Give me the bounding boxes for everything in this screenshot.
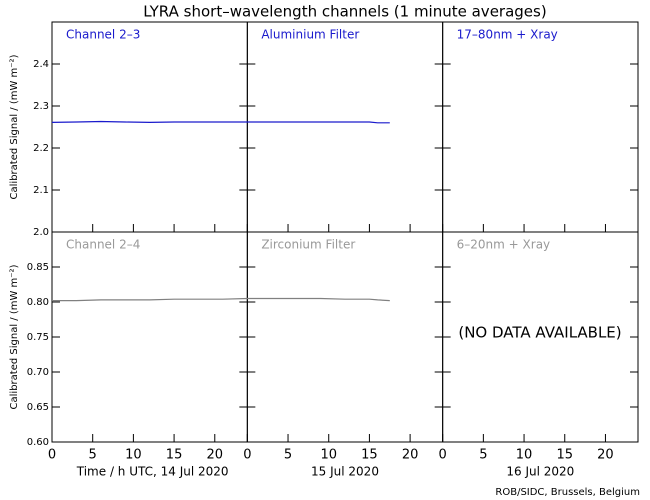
panel-frame — [51, 21, 248, 233]
chart-title: LYRA short–wavelength channels (1 minute… — [143, 3, 546, 21]
x-axis-label: Time / h UTC, 14 Jul 2020 — [76, 465, 229, 479]
x-tick-label: 15 — [556, 448, 573, 463]
panel-label: Channel 2–3 — [66, 28, 140, 42]
y-axis-label: Calibrated Signal / (mW m⁻²) — [9, 54, 20, 199]
panel-frame — [442, 21, 639, 233]
x-tick-label: 0 — [243, 448, 251, 463]
x-tick-label: 5 — [284, 448, 292, 463]
x-tick-label: 15 — [166, 448, 183, 463]
x-tick-label: 20 — [207, 448, 224, 463]
footer: ROB/SIDC, Brussels, Belgium — [495, 487, 640, 498]
x-tick-label: 10 — [320, 448, 337, 463]
y-tick-label: 0.85 — [27, 262, 49, 273]
panel-label: Channel 2–4 — [66, 238, 140, 252]
panel-label: Aluminium Filter — [261, 28, 359, 42]
panel-frame — [246, 21, 444, 233]
x-tick-label: 15 — [361, 448, 378, 463]
x-tick-label: 5 — [479, 448, 487, 463]
x-tick-label: 0 — [439, 448, 447, 463]
y-tick-label: 2.4 — [33, 59, 49, 70]
y-axis-label: Calibrated Signal / (mW m⁻²) — [9, 264, 20, 409]
y-tick-label: 0.65 — [27, 402, 49, 413]
x-tick-label: 10 — [125, 448, 142, 463]
panel-label: 17–80nm + Xray — [457, 28, 558, 42]
x-tick-label: 0 — [48, 448, 56, 463]
annotation: (NO DATA AVAILABLE) — [458, 324, 621, 342]
x-axis-label: 16 Jul 2020 — [506, 465, 574, 479]
series-line — [52, 297, 390, 302]
panel-label: Zirconium Filter — [261, 238, 355, 252]
y-tick-label: 2.2 — [33, 143, 49, 154]
x-tick-label: 20 — [402, 448, 419, 463]
x-tick-label: 5 — [89, 448, 97, 463]
panel-label: 6–20nm + Xray — [457, 238, 550, 252]
y-tick-label: 2.1 — [33, 185, 49, 196]
y-tick-label: 0.75 — [27, 332, 49, 343]
y-tick-label: 2.0 — [33, 227, 49, 238]
y-tick-label: 0.70 — [27, 367, 49, 378]
y-tick-label: 2.3 — [33, 101, 49, 112]
panel-frame — [246, 231, 444, 443]
x-tick-label: 10 — [516, 448, 533, 463]
y-tick-label: 0.60 — [27, 437, 49, 448]
x-tick-label: 20 — [597, 448, 614, 463]
panel-frame — [51, 231, 248, 443]
series-line — [51, 120, 390, 124]
x-axis-label: 15 Jul 2020 — [311, 465, 379, 479]
y-tick-label: 0.80 — [27, 297, 49, 308]
